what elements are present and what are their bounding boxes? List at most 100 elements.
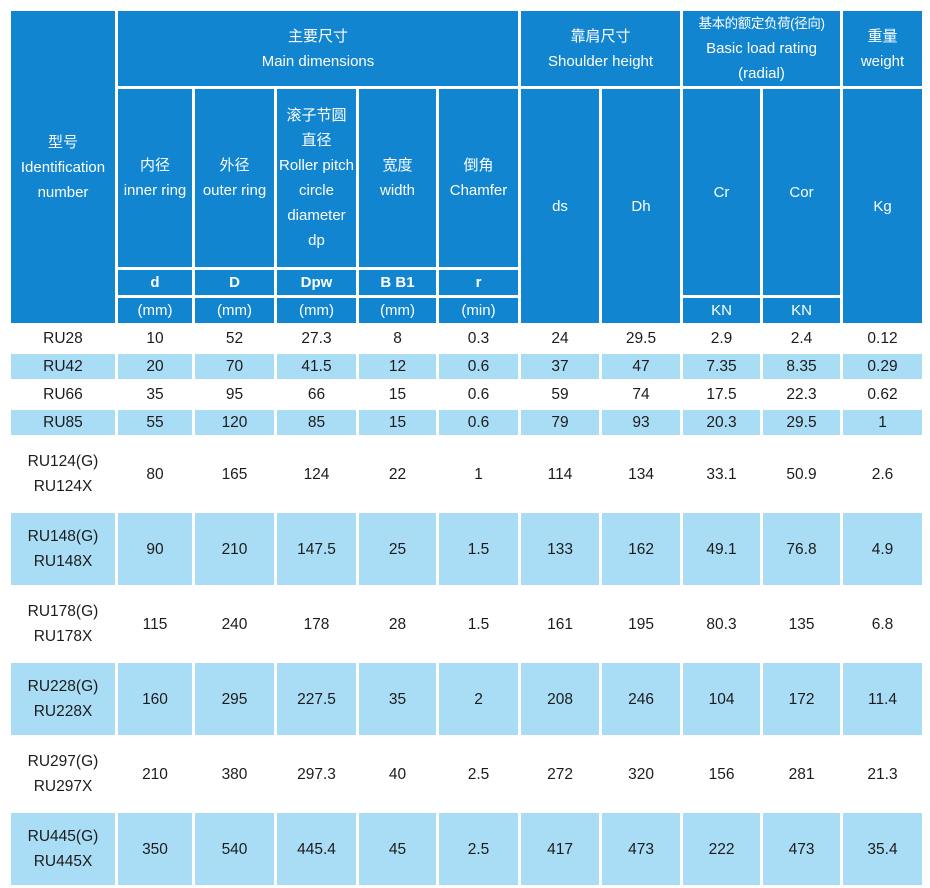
table-row: RU445(G) RU445X 350 540 445.4 45 2.5 417 473 222 4… [8,810,926,888]
header-id-en: Identification number [20,158,106,201]
value-cell: 208 [518,660,603,738]
value-cell: 70 [192,351,277,382]
model-line: RU148(G) [27,528,99,545]
value-cell: 52 [192,323,277,354]
model-cell: RU178(G) RU178X [8,585,118,663]
value-cell: 350 [115,810,195,888]
table-row: RU66 35 95 66 15 0.6 59 74 17.5 22.3 0.62 [8,379,926,410]
value-cell: 41.5 [274,351,359,382]
model-line: RU297(G) [27,753,99,770]
value-cell: 2 [435,660,522,738]
value-cell: 7.35 [680,351,764,382]
value-cell: 49.1 [680,510,764,588]
header-identification-number: 型号 Identification number [8,8,118,326]
value-cell: 66 [274,379,359,410]
model-line: RU445X [33,853,93,870]
symbol-b-b1: B B1 [356,267,439,298]
header-width-zh: 宽度 [382,157,413,174]
symbol-d: d [115,267,195,298]
header-pitch-zh: 滚子节圆直径 [286,107,347,149]
value-cell: 59 [518,379,603,410]
model-line: RU228(G) [27,678,99,695]
header-id-zh: 型号 [47,133,78,151]
value-cell: 114 [518,435,603,513]
value-cell: 2.6 [840,435,926,513]
model-line: RU445(G) [27,828,99,845]
symbol-dpw: Dpw [274,267,359,298]
value-cell: 297.3 [274,735,359,813]
value-cell: 11.4 [840,660,926,738]
header-ds: ds [518,86,603,326]
value-cell: 320 [599,735,684,813]
header-weight-zh: 重量 [867,27,898,45]
value-cell: 33.1 [680,435,764,513]
value-cell: 135 [760,585,844,663]
value-cell: 210 [115,735,195,813]
value-cell: 172 [760,660,844,738]
value-cell: 0.6 [435,379,522,410]
value-cell: 47 [599,351,684,382]
model-line: RU178X [33,628,93,645]
value-cell: 0.6 [435,351,522,382]
header-inner-en: inner ring [123,182,187,199]
model-cell: RU228(G) RU228X [8,660,118,738]
header-load-zh: 基本的额定负荷(径向) [698,16,825,31]
unit-D-mm: (mm) [192,295,277,326]
header-shoulder-height: 靠肩尺寸 Shoulder height [518,8,684,89]
table-header: 型号 Identification number 主要尺寸 Main dimen… [8,8,926,326]
value-cell: 473 [599,810,684,888]
model-cell: RU148(G) RU148X [8,510,118,588]
header-main-dimensions: 主要尺寸 Main dimensions [114,8,522,89]
unit-cr-kn: KN [680,295,764,326]
header-outer-en: outer ring [202,182,267,199]
header-width-en: width [379,182,416,199]
value-cell: 1 [840,407,926,438]
value-cell: 0.3 [435,323,522,354]
header-cor: Cor [760,86,844,298]
value-cell: 4.9 [840,510,926,588]
value-cell: 445.4 [274,810,359,888]
value-cell: 22.3 [760,379,844,410]
value-cell: 134 [599,435,684,513]
value-cell: 165 [192,435,277,513]
value-cell: 133 [518,510,603,588]
model-line: RU148X [33,553,93,570]
value-cell: 10 [115,323,195,354]
bearing-spec-table: 型号 Identification number 主要尺寸 Main dimen… [8,8,926,888]
header-outer-ring: 外径 outer ring [192,86,277,270]
value-cell: 22 [356,435,439,513]
value-cell: 25 [356,510,439,588]
value-cell: 85 [274,407,359,438]
value-cell: 156 [680,735,764,813]
value-cell: 115 [115,585,195,663]
value-cell: 227.5 [274,660,359,738]
value-cell: 50.9 [760,435,844,513]
value-cell: 40 [356,735,439,813]
header-basic-load-rating: 基本的额定负荷(径向) Basic load rating (radial) [680,8,844,89]
value-cell: 1.5 [435,510,522,588]
value-cell: 380 [192,735,277,813]
header-pitch-en: Roller pitch circle diameter dp [278,157,355,249]
model-cell: RU445(G) RU445X [8,810,118,888]
table-row: RU124(G) RU124X 80 165 124 22 1 114 134 33.1 50.9 2… [8,435,926,513]
value-cell: 27.3 [274,323,359,354]
value-cell: 2.5 [435,735,522,813]
header-weight-en: weight [860,52,905,70]
unit-cor-kn: KN [760,295,844,326]
value-cell: 0.6 [435,407,522,438]
value-cell: 24 [518,323,603,354]
header-unit-row: (mm) (mm) (mm) (mm) (min) KN KN [10,295,924,326]
table-row: RU297(G) RU297X 210 380 297.3 40 2.5 272 320 156 2… [8,735,926,813]
header-cr: Cr [680,86,764,298]
value-cell: 80 [115,435,195,513]
value-cell: 29.5 [760,407,844,438]
value-cell: 2.5 [435,810,522,888]
table-row: RU85 55 120 85 15 0.6 79 93 20.3 29.5 1 [8,407,926,438]
model-line: RU297X [33,778,93,795]
unit-d-mm: (mm) [115,295,195,326]
value-cell: 90 [115,510,195,588]
value-cell: 1.5 [435,585,522,663]
value-cell: 21.3 [840,735,926,813]
value-cell: 246 [599,660,684,738]
table-row: RU178(G) RU178X 115 240 178 28 1.5 161 195 80.3 13… [8,585,926,663]
